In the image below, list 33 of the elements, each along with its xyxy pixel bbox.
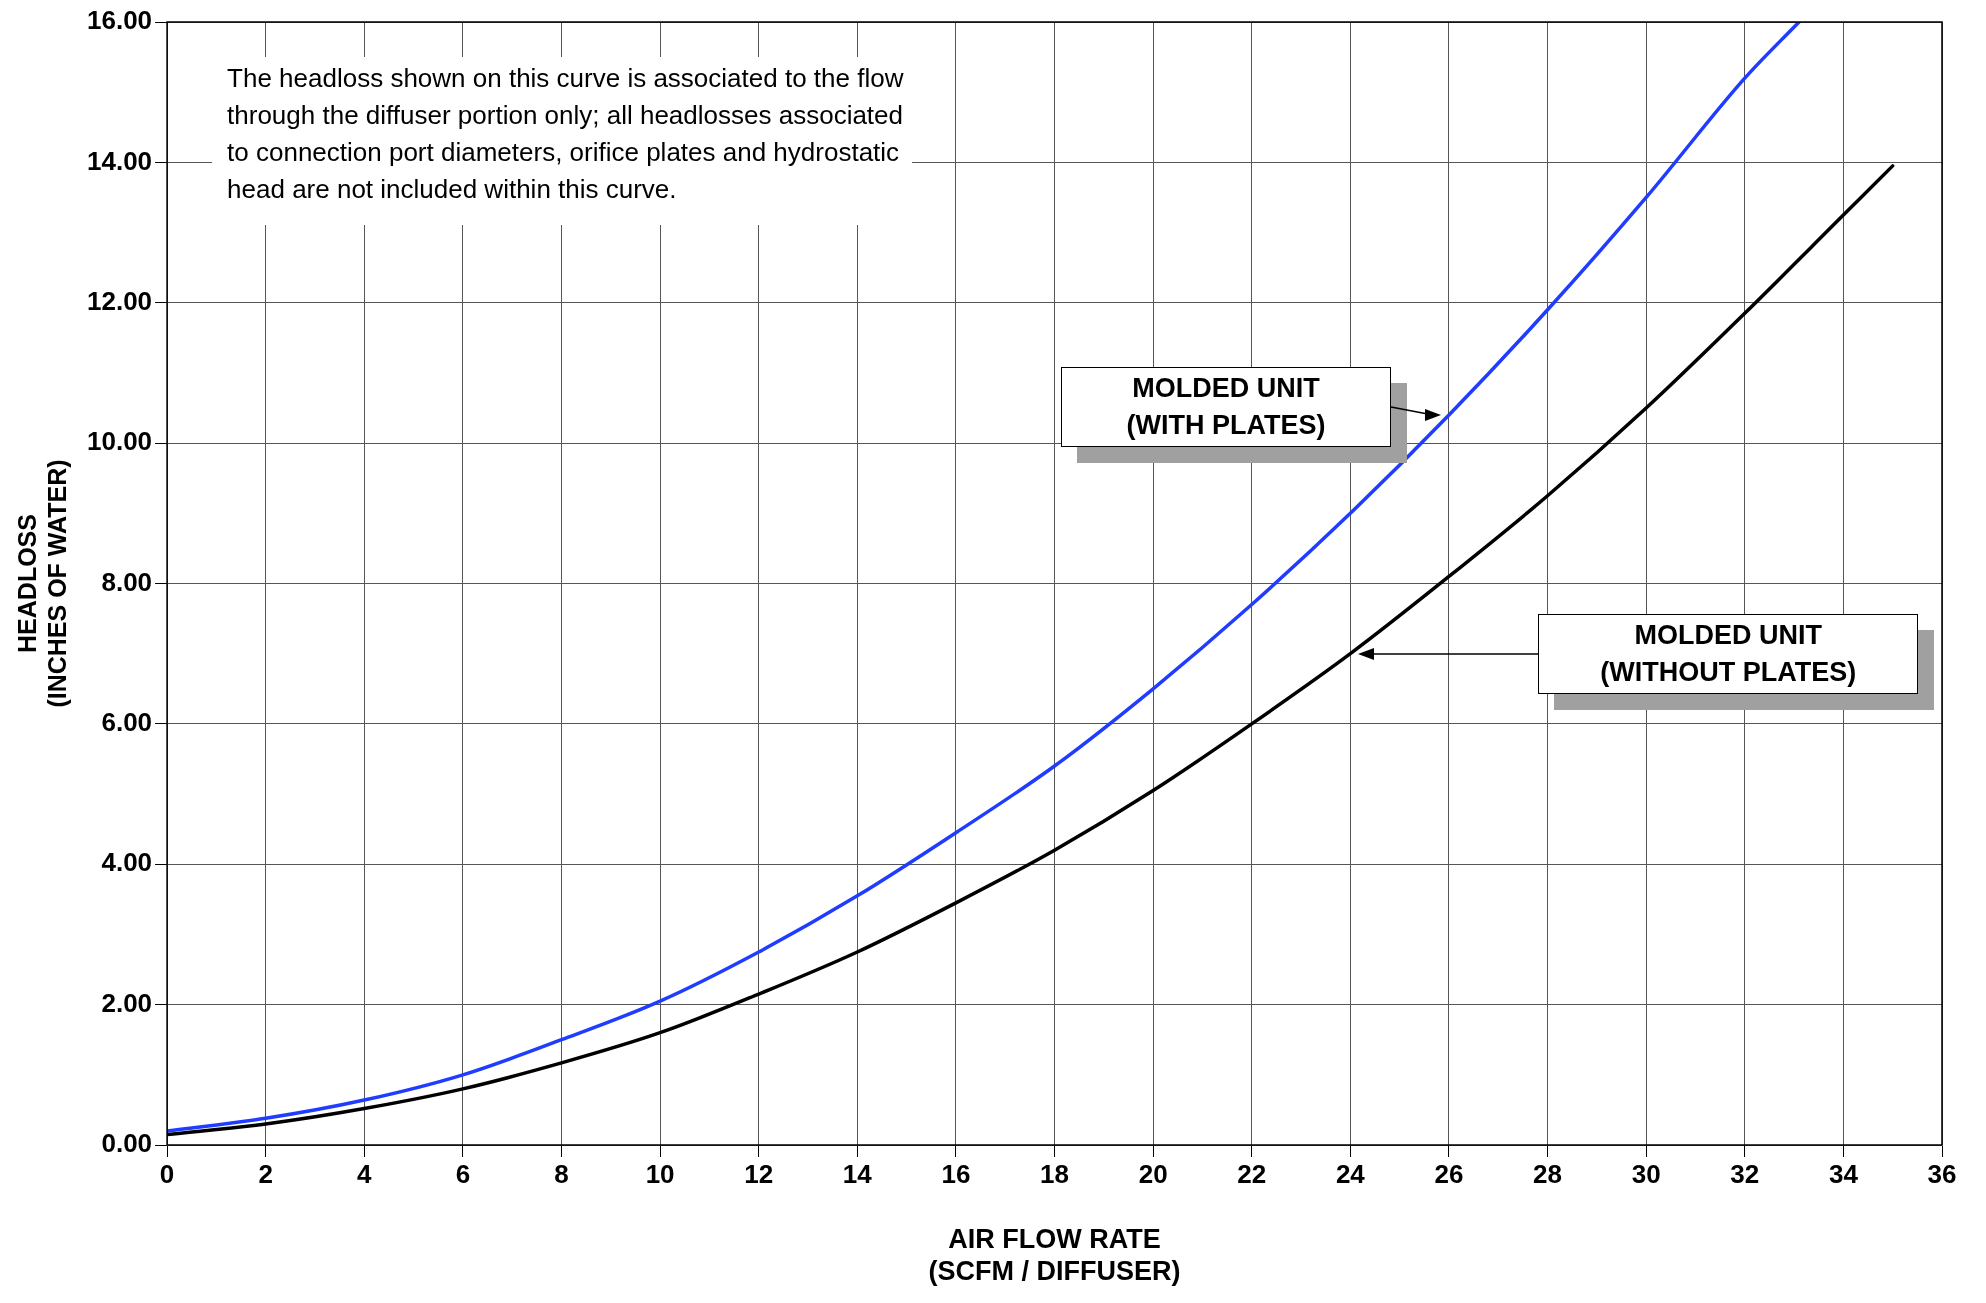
annotation: The headloss shown on this curve is associated to the flow through the diffuser portion only; all headlosses associated to connection port diameters, orifice plates and hydrostatic head are not included within this curve. [227, 63, 904, 205]
x-tick-label: 36 [1927, 1158, 1957, 1189]
x-tick-label: 16 [941, 1158, 971, 1189]
x-tick-label: 4 [357, 1158, 373, 1189]
x-tick-label: 0 [159, 1158, 175, 1189]
x-axis-title: AIR FLOW RATE (SCFM / DIFFUSER) [928, 1223, 1181, 1287]
y-axis-title: HEADLOSS (INCHES OF WATER) [12, 459, 71, 708]
x-tick-label: 2 [258, 1158, 273, 1189]
y-tick-label: 10.00 [86, 426, 153, 457]
x-tick-label: 26 [1434, 1158, 1464, 1189]
x-tick-label: 22 [1237, 1158, 1267, 1189]
x-tick-label: 24 [1335, 1158, 1366, 1189]
y-tick-label: 14.00 [86, 145, 153, 176]
y-tick-label: 4.00 [101, 847, 153, 878]
x-tick-label: 8 [554, 1158, 569, 1189]
y-tick-label: 2.00 [101, 987, 153, 1018]
callout-box: MOLDED UNIT (WITHOUT PLATES) [1538, 613, 1919, 694]
y-tick-label: 6.00 [101, 707, 153, 738]
x-tick-label: 10 [645, 1158, 675, 1189]
y-tick-label: 0.00 [101, 1128, 153, 1159]
x-tick-label: 20 [1138, 1158, 1168, 1189]
x-tick-label: 6 [455, 1158, 471, 1189]
y-tick-label: 12.00 [86, 285, 153, 316]
x-tick-label: 12 [744, 1158, 774, 1189]
x-tick-label: 18 [1040, 1158, 1069, 1189]
x-tick-label: 14 [842, 1158, 873, 1189]
x-tick-label: 34 [1828, 1158, 1859, 1189]
callout-box: MOLDED UNIT (WITH PLATES) [1060, 367, 1391, 448]
y-tick-label: 8.00 [101, 566, 153, 597]
x-tick-label: 30 [1631, 1158, 1661, 1189]
y-tick-label: 16.00 [86, 5, 153, 36]
x-tick-label: 32 [1730, 1158, 1760, 1189]
x-tick-label: 28 [1533, 1158, 1563, 1189]
